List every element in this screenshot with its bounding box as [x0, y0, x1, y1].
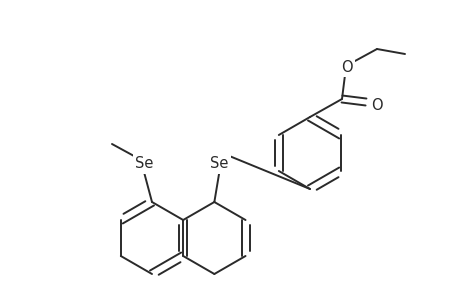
Text: Se: Se: [210, 157, 228, 172]
Text: Se: Se: [134, 157, 153, 172]
Text: O: O: [341, 59, 352, 74]
Text: O: O: [370, 98, 382, 113]
